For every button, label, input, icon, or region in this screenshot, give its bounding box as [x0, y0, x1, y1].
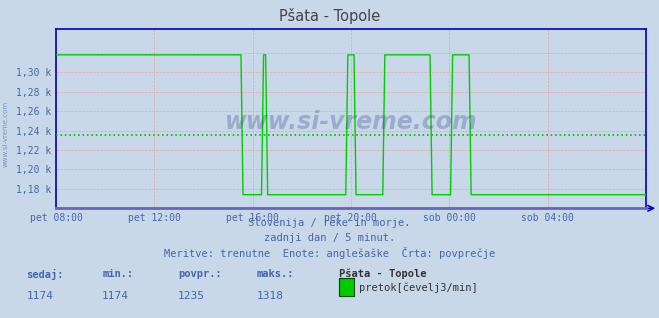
- Text: sedaj:: sedaj:: [26, 269, 64, 280]
- Text: maks.:: maks.:: [257, 269, 295, 279]
- Text: 1235: 1235: [178, 291, 205, 301]
- Text: min.:: min.:: [102, 269, 133, 279]
- Text: 1318: 1318: [257, 291, 284, 301]
- Text: Pšata - Topole: Pšata - Topole: [339, 269, 427, 279]
- Text: 1174: 1174: [102, 291, 129, 301]
- Text: zadnji dan / 5 minut.: zadnji dan / 5 minut.: [264, 233, 395, 243]
- Text: www.si-vreme.com: www.si-vreme.com: [2, 100, 9, 167]
- Text: Pšata - Topole: Pšata - Topole: [279, 8, 380, 24]
- Text: povpr.:: povpr.:: [178, 269, 221, 279]
- Text: Meritve: trenutne  Enote: anglešaške  Črta: povprečje: Meritve: trenutne Enote: anglešaške Črta…: [164, 247, 495, 259]
- Text: www.si-vreme.com: www.si-vreme.com: [225, 110, 477, 134]
- Text: 1174: 1174: [26, 291, 53, 301]
- Text: pretok[čevelj3/min]: pretok[čevelj3/min]: [359, 282, 478, 293]
- Text: Slovenija / reke in morje.: Slovenija / reke in morje.: [248, 218, 411, 228]
